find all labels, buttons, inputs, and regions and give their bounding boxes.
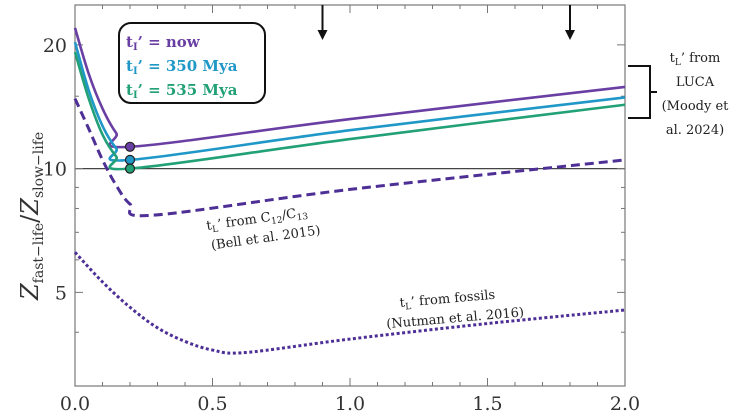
series-line-dashed-3 bbox=[73, 97, 626, 218]
x-tick-label: 1.0 bbox=[335, 393, 365, 415]
y-axis-label: Zfast−life/Zslow−life bbox=[16, 132, 47, 301]
annotation-luca: tL’ from LUCA (Moody et al. 2024) bbox=[628, 51, 729, 138]
x-tick-label: 0.5 bbox=[197, 393, 227, 415]
svg-text:tL’ from fossils: tL’ from fossils bbox=[399, 288, 496, 313]
series-marker-2 bbox=[124, 163, 136, 174]
x-tick-label: 1.5 bbox=[472, 393, 502, 415]
arrow-down-icon bbox=[317, 30, 328, 40]
svg-text:tL’ from: tL’ from bbox=[670, 51, 721, 68]
svg-text:tL’ from C12/C13: tL’ from C12/C13 bbox=[205, 205, 309, 236]
legend-entry-now: tI’ = now bbox=[126, 33, 201, 53]
series-line-solid-2 bbox=[73, 51, 626, 171]
legend-entry-350mya: tI’ = 350 Mya bbox=[126, 57, 238, 77]
annotation-c12-c13: tL’ from C12/C13 (Bell et al. 2015) bbox=[205, 205, 321, 254]
legend: tI’ = now tI’ = 350 Mya tI’ = 535 Mya bbox=[118, 22, 266, 104]
arrow-down-icon bbox=[565, 30, 575, 40]
y-tick-label: 10 bbox=[43, 159, 67, 181]
series-marker-0 bbox=[124, 141, 136, 152]
series-line-dotted-4 bbox=[73, 251, 626, 355]
y-tick-label: 5 bbox=[55, 282, 67, 304]
svg-text:LUCA: LUCA bbox=[676, 75, 715, 90]
series-marker-1 bbox=[124, 154, 136, 166]
svg-text:al. 2024): al. 2024) bbox=[666, 123, 724, 138]
svg-text:(Moody et: (Moody et bbox=[662, 99, 730, 114]
x-tick-label: 0.0 bbox=[60, 393, 90, 415]
annotation-fossils: tL’ from fossils (Nutman et al. 2016) bbox=[386, 288, 525, 333]
x-tick-label: 2.0 bbox=[610, 393, 640, 415]
y-tick-label: 20 bbox=[43, 35, 67, 57]
legend-entry-535mya: tI’ = 535 Mya bbox=[126, 81, 238, 101]
